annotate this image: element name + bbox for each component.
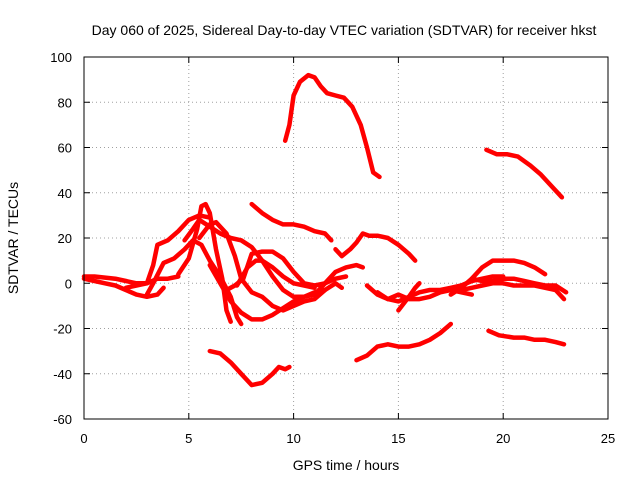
series-arc-13 xyxy=(333,231,418,263)
series-arc-7 xyxy=(197,219,345,313)
y-tick-label: 100 xyxy=(50,50,72,65)
x-tick-label: 0 xyxy=(80,431,87,446)
series-arc-17 xyxy=(354,321,454,363)
y-tick-label: 80 xyxy=(58,95,72,110)
y-tick-label: 40 xyxy=(58,186,72,201)
axis-ticks: 0 5 10 15 20 25 -60 -40 -20 0 20 40 60 80 100 xyxy=(50,50,615,446)
series-arc-3 xyxy=(123,213,213,291)
series-arc-19 xyxy=(448,258,548,297)
grid xyxy=(84,57,608,419)
x-tick-label: 5 xyxy=(185,431,192,446)
x-axis-label: GPS time / hours xyxy=(293,457,400,473)
series-arc-1 xyxy=(81,274,181,286)
y-tick-label: -40 xyxy=(53,367,72,382)
x-tick-label: 10 xyxy=(286,431,300,446)
series-group xyxy=(81,72,569,388)
series-arc-12 xyxy=(282,72,382,180)
y-tick-label: 0 xyxy=(65,276,72,291)
x-tick-label: 15 xyxy=(391,431,405,446)
y-axis-label: SDTVAR / TECUs xyxy=(5,182,21,294)
series-arc-8 xyxy=(207,262,328,322)
series-arc-18 xyxy=(207,348,292,388)
series-arc-15 xyxy=(375,281,422,304)
x-tick-label: 25 xyxy=(601,431,615,446)
series-arc-21 xyxy=(469,276,569,295)
series-arc-23 xyxy=(486,328,567,347)
series-arc-16 xyxy=(396,274,506,313)
chart-title: Day 060 of 2025, Sidereal Day-to-day VTE… xyxy=(92,22,597,38)
series-arc-10 xyxy=(234,258,317,291)
series-arc-11 xyxy=(249,201,334,243)
y-tick-label: -20 xyxy=(53,322,72,337)
series-arc-20 xyxy=(459,281,567,302)
x-tick-label: 20 xyxy=(496,431,510,446)
series-arc-22 xyxy=(484,147,565,200)
y-tick-label: 60 xyxy=(58,141,72,156)
plot-frame xyxy=(83,56,609,420)
y-tick-label: -60 xyxy=(53,412,72,427)
y-tick-label: 20 xyxy=(58,231,72,246)
